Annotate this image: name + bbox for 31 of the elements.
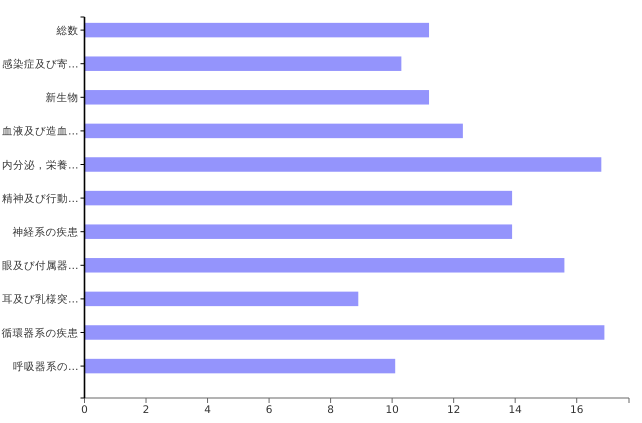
bar	[84, 325, 604, 340]
bar	[84, 90, 430, 105]
bar	[84, 190, 512, 206]
bar	[84, 258, 564, 273]
bar	[84, 22, 430, 38]
y-tick-label: 精神及び行動…	[2, 192, 78, 205]
y-tick-label: 総数	[56, 24, 78, 37]
x-tick-label: 6	[266, 404, 273, 416]
x-tick-label: 12	[446, 404, 460, 416]
y-tick-label: 感染症及び寄…	[2, 58, 78, 70]
bar	[84, 224, 512, 239]
x-tick-label: 4	[204, 404, 212, 416]
y-tick-label: 呼吸器系の…	[13, 360, 78, 373]
x-tick-label: 0	[81, 404, 88, 416]
y-tick-label: 耳及び乳様突…	[2, 292, 78, 306]
bar	[84, 124, 463, 138]
y-tick-label: 新生物	[46, 91, 78, 104]
y-tick-label: 眼及び付属器…	[2, 260, 78, 272]
y-tick-label: 血液及び造血…	[2, 124, 78, 138]
bar	[84, 358, 396, 374]
bar	[84, 56, 402, 71]
y-tick-label: 循環器系の疾患	[2, 326, 78, 340]
x-tick-label: 10	[385, 404, 399, 416]
x-tick-label: 14	[508, 404, 522, 416]
x-tick-label: 16	[570, 404, 584, 416]
bar	[84, 157, 602, 172]
y-tick-label: 内分泌，栄養…	[2, 158, 78, 172]
bar	[84, 292, 358, 306]
x-tick-label: 8	[327, 404, 334, 416]
y-tick-label: 神経系の疾患	[12, 225, 78, 238]
x-tick-label: 2	[142, 404, 150, 416]
